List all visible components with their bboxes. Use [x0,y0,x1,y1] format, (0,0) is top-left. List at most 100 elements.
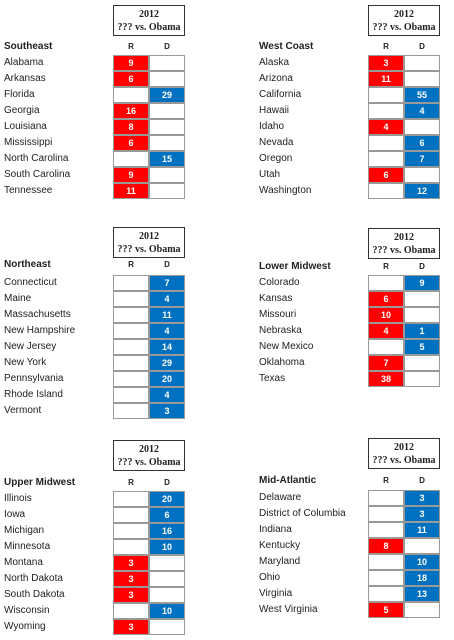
d-cell [149,167,185,183]
r-cell [113,403,149,419]
state-name: Kentucky [259,540,301,551]
state-name: South Carolina [4,169,71,180]
col-header: D [419,262,425,271]
r-cell [113,151,149,167]
r-cell [368,275,404,291]
r-cell: 6 [113,71,149,87]
d-cell [149,587,185,603]
r-cell [113,387,149,403]
state-name: Connecticut [4,277,57,288]
r-cell: 6 [113,135,149,151]
r-cell: 3 [113,571,149,587]
d-cell [404,371,440,387]
r-cell [368,554,404,570]
r-cell: 11 [113,183,149,199]
d-cell: 12 [404,183,440,199]
r-cell: 3 [113,555,149,571]
d-cell: 18 [404,570,440,586]
r-cell: 9 [113,167,149,183]
col-header: R [128,478,134,487]
state-name: Missouri [259,309,297,320]
region-label: Northeast [4,259,51,270]
state-name: District of Columbia [259,508,346,519]
state-name: Maryland [259,556,301,567]
state-name: Kansas [259,293,293,304]
r-cell [113,291,149,307]
state-name: Rhode Island [4,389,63,400]
state-name: Alabama [4,57,44,68]
header-box: 2012 ??? vs. Obama [113,227,185,258]
state-name: Texas [259,373,286,384]
state-name: Arkansas [4,73,46,84]
col-header: R [128,260,134,269]
d-cell: 9 [404,275,440,291]
d-cell [404,355,440,371]
header-subtitle: ??? vs. Obama [117,244,181,255]
header-year: 2012 [394,442,414,453]
r-cell: 4 [368,323,404,339]
state-name: Wisconsin [4,605,50,616]
region-label: Mid-Atlantic [259,475,317,486]
d-cell: 20 [149,491,185,507]
region-label: Lower Midwest [259,261,331,272]
col-header: D [419,42,425,51]
state-name: North Carolina [4,153,69,164]
state-name: Mississippi [4,137,53,148]
state-name: Hawaii [259,105,290,116]
col-header: D [419,476,425,485]
d-cell: 16 [149,523,185,539]
d-cell: 14 [149,339,185,355]
header-subtitle: ??? vs. Obama [117,457,181,468]
state-name: Delaware [259,492,302,503]
r-cell: 3 [113,587,149,603]
d-cell: 10 [149,603,185,619]
r-cell [368,183,404,199]
d-cell: 4 [404,103,440,119]
d-cell: 29 [149,87,185,103]
header-subtitle: ??? vs. Obama [372,455,436,466]
r-cell: 6 [368,291,404,307]
r-cell [113,307,149,323]
d-cell: 3 [404,506,440,522]
d-cell [149,119,185,135]
d-cell [149,183,185,199]
r-cell [113,323,149,339]
state-name: Idaho [259,121,285,132]
state-name: Wyoming [4,621,46,632]
state-name: Illinois [4,493,32,504]
state-name: Utah [259,169,281,180]
r-cell: 16 [113,103,149,119]
state-name: New Hampshire [4,325,76,336]
state-name: Michigan [4,525,45,536]
r-cell [113,275,149,291]
r-cell [113,355,149,371]
r-cell: 10 [368,307,404,323]
state-name: Louisiana [4,121,47,132]
state-name: Nevada [259,137,294,148]
state-name: New York [4,357,47,368]
state-name: West Virginia [259,604,318,615]
state-name: New Mexico [259,341,314,352]
region-label: Southeast [4,41,53,52]
state-name: Iowa [4,509,26,520]
d-cell [149,103,185,119]
state-name: Arizona [259,73,293,84]
state-name: Massachusetts [4,309,71,320]
state-name: Oregon [259,153,293,164]
r-cell: 7 [368,355,404,371]
r-cell: 8 [368,538,404,554]
r-cell [368,87,404,103]
r-cell [368,522,404,538]
d-cell [149,71,185,87]
d-cell [404,55,440,71]
header-year: 2012 [394,232,414,243]
state-name: North Dakota [4,573,63,584]
r-cell [368,103,404,119]
state-name: Washington [259,185,312,196]
state-name: Virginia [259,588,293,599]
state-name: Minnesota [4,541,51,552]
d-cell: 11 [404,522,440,538]
header-box: 2012 ??? vs. Obama [368,228,440,259]
d-cell: 1 [404,323,440,339]
